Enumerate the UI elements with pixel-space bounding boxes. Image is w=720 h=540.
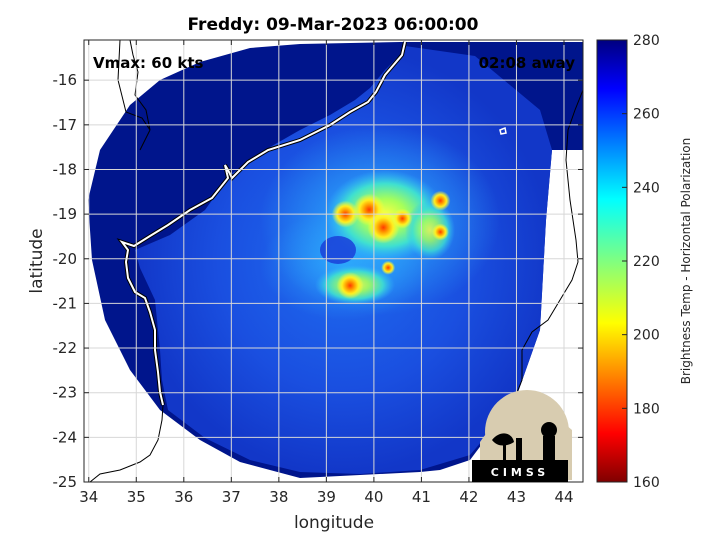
y-tick-label: -17 xyxy=(53,116,78,134)
colorbar-tick-label: 200 xyxy=(633,328,660,344)
colorbar-tick-label: 280 xyxy=(633,33,660,49)
coastline-outside xyxy=(117,40,151,151)
tower-legs xyxy=(543,436,555,460)
y-tick-label: -20 xyxy=(53,250,78,268)
cold-spot xyxy=(336,272,364,300)
x-tick-label: 37 xyxy=(222,488,241,506)
logo-text: CIMSS xyxy=(491,466,549,479)
x-tick-label: 39 xyxy=(317,488,336,506)
y-tick-label: -18 xyxy=(53,160,78,178)
y-tick-label: -23 xyxy=(53,384,78,402)
dish-stand xyxy=(503,444,506,460)
cimss-logo: CIMSS xyxy=(472,390,572,482)
x-tick-label: 35 xyxy=(127,488,146,506)
chart-title: Freddy: 09-Mar-2023 06:00:00 xyxy=(188,15,479,35)
colorbar-tick-label: 180 xyxy=(633,401,660,417)
satellite-dish-icon xyxy=(492,433,514,446)
y-tick-label: -16 xyxy=(53,71,78,89)
x-axis-label: longitude xyxy=(294,513,374,533)
x-tick-label: 34 xyxy=(79,488,98,506)
x-tick-label: 43 xyxy=(507,488,526,506)
swath-layer xyxy=(88,40,583,482)
cold-spot xyxy=(392,208,413,229)
x-tick-label: 36 xyxy=(174,488,193,506)
y-axis-label: latitude xyxy=(27,228,47,293)
logo-post xyxy=(516,438,522,460)
colorbar-tick-label: 220 xyxy=(633,254,660,270)
x-tick-label: 44 xyxy=(554,488,573,506)
x-tick-label: 42 xyxy=(459,488,478,506)
cold-spot xyxy=(430,190,451,211)
vmax-annotation: Vmax: 60 kts xyxy=(93,54,203,72)
x-tick-label: 41 xyxy=(412,488,431,506)
axes-border xyxy=(83,39,584,483)
cold-spot xyxy=(381,260,396,275)
coastline-south xyxy=(89,404,164,482)
storm-eye xyxy=(320,236,356,264)
x-tick-label: 38 xyxy=(269,488,288,506)
colorbar-tick-label: 260 xyxy=(633,107,660,123)
logo-band xyxy=(472,460,568,482)
convection-east xyxy=(405,200,455,260)
y-tick-label: -19 xyxy=(53,205,78,223)
coastline-inner xyxy=(119,41,406,406)
x-tick-label: 40 xyxy=(364,488,383,506)
y-axis-ticks: -16 -17 -18 -19 -20 -21 -22 -23 -24 -25 xyxy=(53,71,583,491)
y-tick-label: -24 xyxy=(53,428,78,446)
cold-spot xyxy=(431,223,449,241)
madagascar-coast xyxy=(515,89,583,411)
y-tick-label: -21 xyxy=(53,294,78,312)
colorbar-tick-label: 240 xyxy=(633,180,660,196)
colorbar-label: Brightness Temp - Horizontal Polarizatio… xyxy=(679,138,693,385)
water-tower-icon xyxy=(541,422,557,438)
y-tick-label: -22 xyxy=(53,339,78,357)
island-outline xyxy=(499,126,507,135)
colorbar-tick-label: 160 xyxy=(633,475,660,491)
cold-spot xyxy=(367,211,400,244)
colorbar-ticks: 280 260 240 220 200 180 160 xyxy=(622,33,660,491)
offset-annotation: 02:08 away xyxy=(479,54,576,72)
x-axis-ticks: 34 35 36 37 38 39 40 41 42 43 44 xyxy=(79,40,574,506)
cold-spots xyxy=(331,190,451,300)
y-tick-label: -25 xyxy=(53,473,78,491)
